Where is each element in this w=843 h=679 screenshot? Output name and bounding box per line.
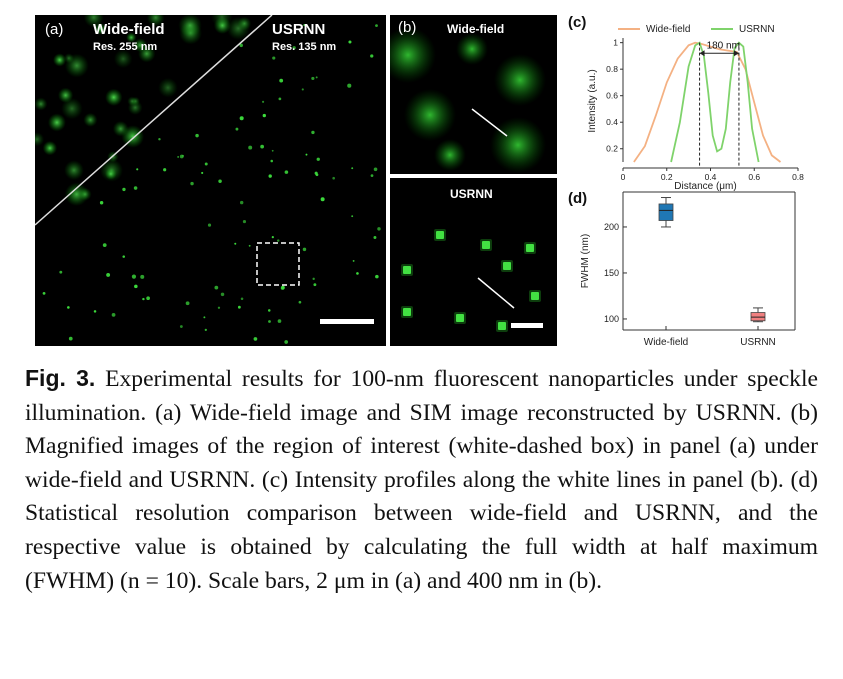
chart-c-xlabel: Distance (μm) — [674, 181, 736, 192]
panel-d-fwhm-boxplot: 100 150 200 FWHM (nm) Wide-field USRNN — [580, 191, 796, 348]
panel-d-tag: (d) — [568, 190, 588, 207]
caption-text: Experimental results for 100-nm fluoresc… — [25, 366, 819, 594]
panel-c-intensity-chart: 0.2 0.4 0.6 0.8 1 0 0.2 0.4 0.6 0.8 Distance (μm) I… — [587, 24, 804, 192]
panel-a-widefield-res: Res. 255 nm — [93, 41, 158, 53]
chart-c-series-line-widefield — [633, 41, 782, 163]
panel-b-tag: (b) — [398, 19, 417, 36]
panel-b-widefield-profile-line — [471, 108, 508, 137]
panel-a-divider-line — [35, 15, 273, 226]
chart-d-ylabel: FWHM (nm) — [580, 234, 591, 288]
panel-b-usrnn-profile-line — [477, 277, 515, 309]
panel-a-usrnn-res: Res. 135 nm — [272, 41, 337, 53]
chart-d-ytick-label: 150 — [604, 268, 619, 278]
panel-a-usrnn-label: USRNN — [272, 21, 326, 38]
chart-c-xtick-label: 0 — [621, 172, 626, 182]
panel-b-usrnn-fluorescence — [401, 229, 543, 332]
chart-c-series-line-usrnn — [670, 41, 760, 163]
chart-c-xtick-label: 0.4 — [705, 172, 717, 182]
chart-d-xtick-label-usrnn: USRNN — [740, 337, 776, 348]
chart-c-ytick-label: 1 — [613, 38, 618, 48]
panel-a-image: (a) Wide-field Res. 255 nm USRNN Res. 13… — [35, 15, 386, 346]
roi-dashed-box — [256, 242, 300, 286]
panel-b-widefield-label: Wide-field — [447, 22, 505, 36]
panel-b-widefield-image: (b) Wide-field — [390, 15, 557, 174]
chart-c-xtick-label: 0.2 — [661, 172, 673, 182]
chart-c-ylabel: Intensity (a.u.) — [587, 69, 598, 132]
chart-c-legend-label-widefield: Wide-field — [646, 24, 690, 35]
chart-c-xtick-label: 0.8 — [792, 172, 804, 182]
panel-c-tag: (c) — [568, 14, 587, 31]
panel-b-usrnn-image: USRNN — [390, 178, 557, 346]
chart-c-legend-label-usrnn: USRNN — [739, 24, 775, 35]
chart-d-xtick-label-widefield: Wide-field — [644, 337, 688, 348]
chart-c-arrowhead-right — [733, 50, 739, 57]
chart-d-ytick-label: 100 — [604, 314, 619, 324]
chart-c-ytick-label: 0.4 — [606, 117, 618, 127]
chart-c-ytick-label: 0.2 — [606, 144, 618, 154]
panel-a-tag: (a) — [45, 21, 64, 38]
chart-c-ytick-label: 0.6 — [606, 91, 618, 101]
chart-c-ytick-label: 0.8 — [606, 64, 618, 74]
panel-b-scale-bar — [511, 323, 543, 328]
panel-a-scale-bar — [320, 319, 374, 324]
panel-b-usrnn-label: USRNN — [450, 187, 493, 201]
chart-c-annotation-text: 180 nm — [707, 40, 740, 51]
chart-c-arrowhead-left — [699, 50, 705, 57]
caption-label: Fig. 3. — [25, 365, 96, 391]
chart-c-xtick-label: 0.6 — [748, 172, 760, 182]
panel-b-widefield-fluorescence — [390, 27, 546, 173]
chart-d-ytick-label: 200 — [604, 222, 619, 232]
chart-d-box-widefield — [658, 203, 674, 221]
panel-a-widefield-label: Wide-field — [93, 21, 165, 38]
figure-caption: Fig. 3. Experimental results for 100-nm … — [25, 362, 818, 598]
panel-a-fluorescence — [35, 15, 381, 344]
